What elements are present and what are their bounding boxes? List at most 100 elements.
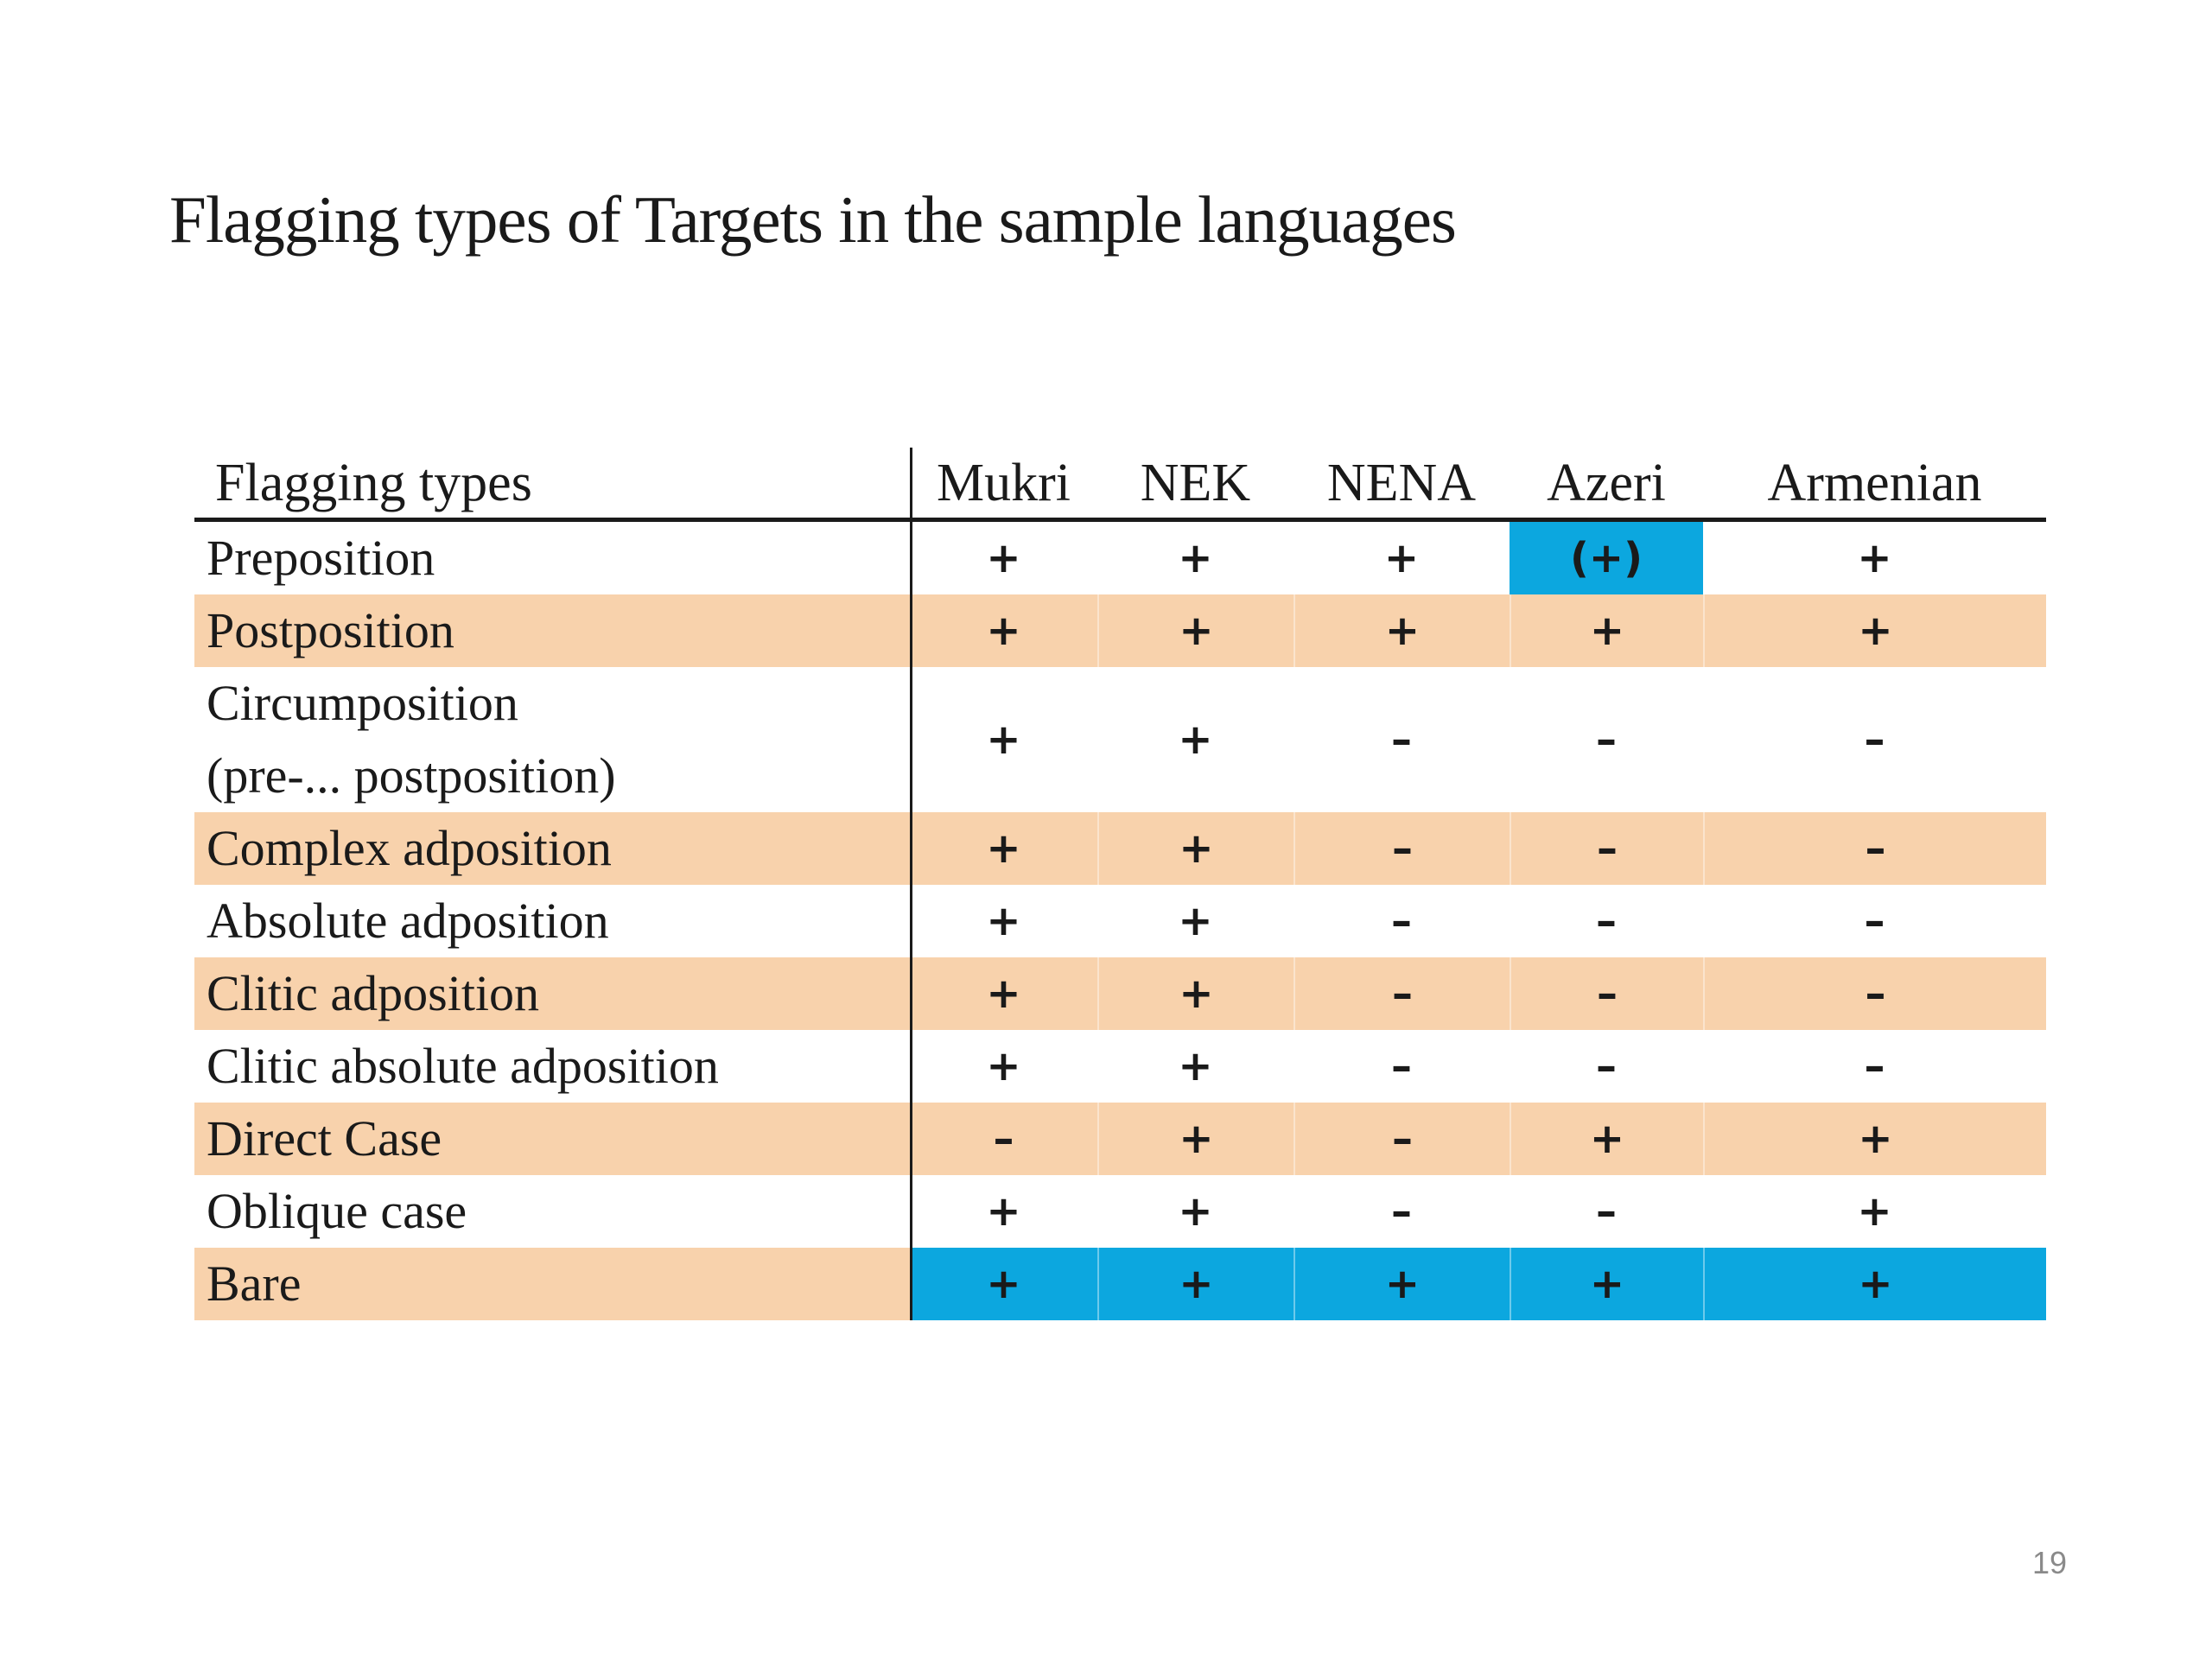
- cell-value: –: [1391, 897, 1412, 945]
- cell-value: +: [1384, 1260, 1421, 1308]
- table-cell: +: [1703, 522, 2046, 594]
- cell-value: +: [986, 1260, 1021, 1308]
- row-label-line1: Circumposition: [207, 675, 518, 731]
- row-label-line1: Oblique case: [207, 1183, 467, 1239]
- cell-value: +: [1858, 1115, 1893, 1163]
- cell-value: –: [1864, 715, 1885, 764]
- header-col-nek: NEK: [1140, 454, 1251, 512]
- row-label: Clitic absolute adposition: [194, 1030, 910, 1103]
- cell-value: –: [1392, 1115, 1413, 1163]
- table-cell: +: [1510, 1103, 1703, 1175]
- table-row: Direct Case – + – + +: [194, 1103, 2046, 1175]
- cell-value: (+): [1569, 534, 1643, 582]
- cell-value: +: [986, 534, 1021, 582]
- row-cells: – + – + +: [910, 1103, 2046, 1175]
- cell-value: +: [1178, 1042, 1213, 1090]
- table-cell: –: [1510, 1175, 1703, 1248]
- cell-value: +: [1857, 534, 1892, 582]
- cell-value: +: [1589, 607, 1625, 655]
- cell-value: +: [1179, 824, 1214, 873]
- cell-value: +: [1178, 1187, 1213, 1236]
- cell-value: +: [1178, 534, 1213, 582]
- cell-value: +: [1179, 1260, 1214, 1308]
- table-cell: –: [1703, 812, 2046, 885]
- table-cell: –: [1510, 885, 1703, 957]
- table-cell: +: [1703, 1103, 2046, 1175]
- table-cell: –: [1510, 1030, 1703, 1103]
- header-col-mukri: Mukri: [937, 454, 1071, 512]
- row-label: Direct Case: [194, 1103, 910, 1175]
- cell-value: +: [986, 1187, 1021, 1236]
- table-cell: –: [1294, 1175, 1510, 1248]
- row-cells: + + + + +: [910, 594, 2046, 667]
- table-cell: –: [1294, 885, 1510, 957]
- table-cell: –: [1510, 667, 1703, 812]
- cell-value: +: [986, 897, 1021, 945]
- slide-title: Flagging types of Targets in the sample …: [169, 182, 1457, 257]
- table-cell: +: [1097, 522, 1294, 594]
- table-cell: +: [1294, 594, 1510, 667]
- row-label: Postposition: [194, 594, 910, 667]
- cell-value: –: [1864, 897, 1885, 945]
- row-label: Bare: [194, 1248, 910, 1320]
- table-cell: +: [1510, 594, 1703, 667]
- table-cell: +: [1097, 885, 1294, 957]
- table-cell: +: [910, 885, 1097, 957]
- cell-value: –: [1596, 715, 1617, 764]
- table-cell: +: [910, 1175, 1097, 1248]
- table-cell: +: [910, 594, 1097, 667]
- row-label-line1: Clitic adposition: [207, 965, 540, 1021]
- table-rows: Preposition + + + (+) + Postposition + + + + + C…: [194, 522, 2046, 1320]
- table-cell: +: [1097, 594, 1294, 667]
- table-cell: +: [1703, 1175, 2046, 1248]
- cell-value: +: [986, 969, 1021, 1018]
- table-cell: –: [1294, 1030, 1510, 1103]
- row-cells: + + – – –: [910, 667, 2046, 812]
- table-cell: (+): [1510, 522, 1703, 594]
- table-row: Absolute adposition + + – – –: [194, 885, 2046, 957]
- cell-value: –: [1865, 824, 1886, 873]
- cell-value: –: [1865, 969, 1886, 1018]
- table-cell: +: [910, 522, 1097, 594]
- table-row: Oblique case + + – – +: [194, 1175, 2046, 1248]
- table-row: Clitic absolute adposition + + – – –: [194, 1030, 2046, 1103]
- cell-value: +: [986, 715, 1021, 764]
- cell-value: +: [986, 824, 1021, 873]
- cell-value: +: [1179, 1115, 1214, 1163]
- cell-value: +: [1589, 1115, 1625, 1163]
- row-cells: + + + + +: [910, 1248, 2046, 1320]
- table-cell: –: [1294, 1103, 1510, 1175]
- row-cells: + + + (+) +: [910, 522, 2046, 594]
- cell-value: –: [1391, 715, 1412, 764]
- row-label-line1: Preposition: [207, 530, 435, 586]
- table-cell: +: [1097, 1030, 1294, 1103]
- cell-value: –: [993, 1115, 1014, 1163]
- table-cell: +: [1703, 594, 2046, 667]
- cell-value: +: [986, 1042, 1021, 1090]
- table-cell: –: [1294, 812, 1510, 885]
- table-cell: +: [1510, 1248, 1703, 1320]
- table-cell: –: [1703, 667, 2046, 812]
- table-cell: +: [910, 812, 1097, 885]
- table-row: Postposition + + + + +: [194, 594, 2046, 667]
- row-label: Complex adposition: [194, 812, 910, 885]
- row-label: Circumposition (pre-... postposition): [194, 667, 910, 812]
- table-row: Clitic adposition + + – – –: [194, 957, 2046, 1030]
- table-header-row: Flagging types Mukri NEK NENA Azeri Arme…: [194, 448, 2046, 522]
- cell-value: –: [1391, 1042, 1412, 1090]
- cell-value: +: [1179, 607, 1214, 655]
- row-label-line1: Absolute adposition: [207, 893, 609, 949]
- cell-value: –: [1596, 1042, 1617, 1090]
- header-language-columns: Mukri NEK NENA Azeri Armenian: [910, 448, 2046, 518]
- row-label: Oblique case: [194, 1175, 910, 1248]
- cell-value: –: [1596, 897, 1617, 945]
- row-cells: + + – – –: [910, 812, 2046, 885]
- table-cell: –: [1703, 957, 2046, 1030]
- cell-value: +: [1384, 607, 1421, 655]
- cell-value: +: [1589, 1260, 1625, 1308]
- cell-value: –: [1391, 1187, 1412, 1236]
- table-cell: +: [1703, 1248, 2046, 1320]
- row-label-line1: Clitic absolute adposition: [207, 1038, 719, 1094]
- flagging-table: Flagging types Mukri NEK NENA Azeri Arme…: [194, 448, 2046, 1320]
